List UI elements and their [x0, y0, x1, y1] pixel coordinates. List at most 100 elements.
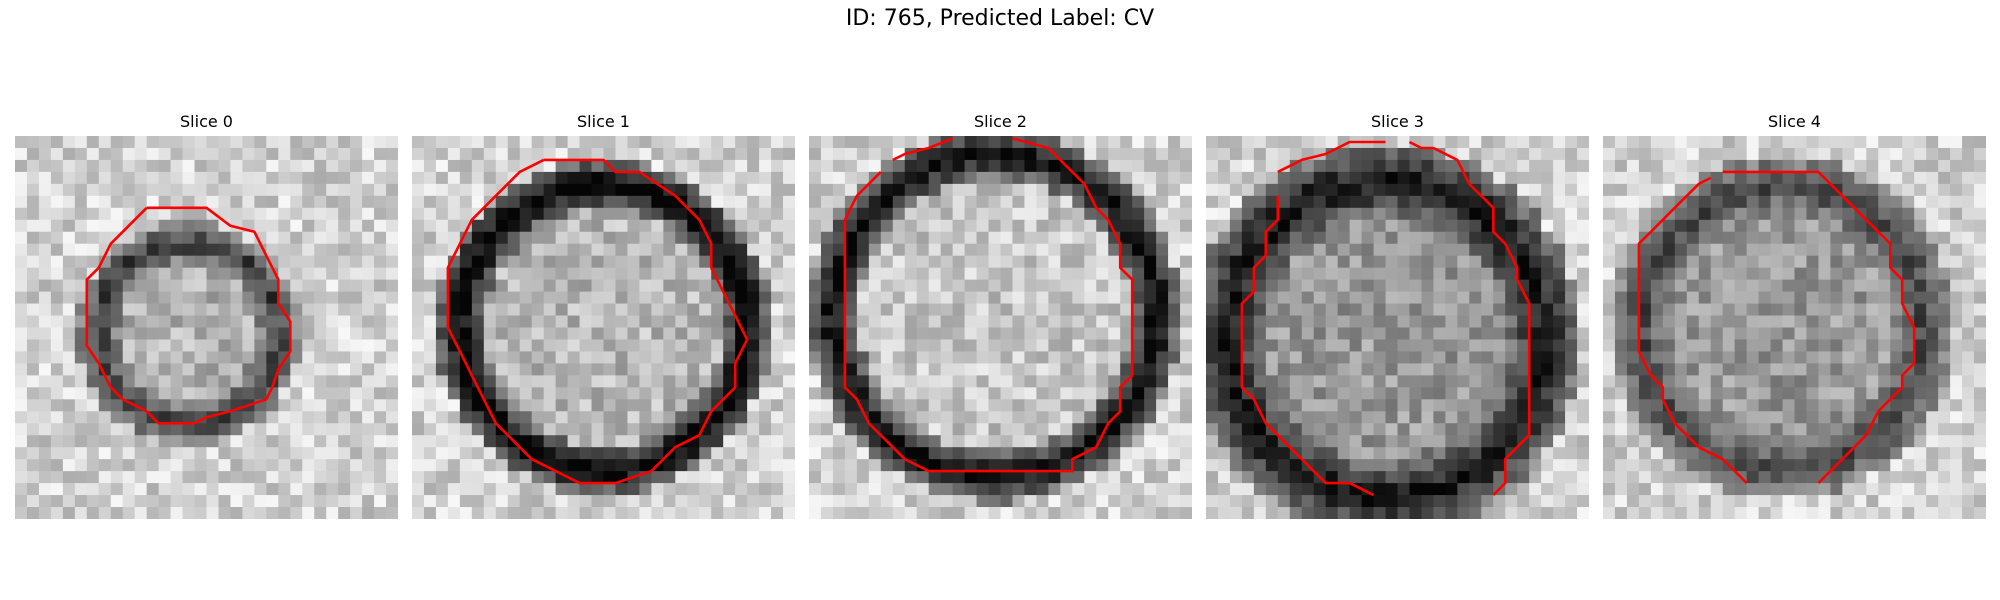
- image-pixel: [1806, 447, 1820, 460]
- image-pixel: [1553, 507, 1566, 519]
- image-pixel: [904, 459, 918, 472]
- image-pixel: [1818, 435, 1832, 448]
- image-pixel: [1505, 375, 1518, 388]
- image-pixel: [1313, 351, 1327, 365]
- image-pixel: [1349, 435, 1363, 448]
- image-pixel: [1746, 267, 1760, 281]
- image-pixel: [579, 327, 593, 341]
- image-pixel: [194, 291, 208, 305]
- image-pixel: [1866, 255, 1879, 269]
- image-pixel: [663, 471, 676, 484]
- image-pixel: [146, 351, 160, 365]
- image-pixel: [326, 147, 339, 161]
- image-pixel: [62, 375, 76, 388]
- image-pixel: [555, 195, 569, 209]
- image-pixel: [1603, 159, 1616, 173]
- image-pixel: [362, 279, 375, 293]
- image-pixel: [1577, 483, 1589, 496]
- image-pixel: [230, 279, 244, 293]
- image-pixel: [350, 375, 363, 388]
- image-pixel: [904, 279, 918, 293]
- image-pixel: [302, 471, 315, 484]
- image-pixel: [687, 219, 700, 233]
- image-pixel: [1180, 195, 1192, 209]
- image-pixel: [86, 219, 100, 233]
- image-pixel: [699, 136, 712, 149]
- image-pixel: [940, 459, 954, 472]
- image-pixel: [38, 435, 52, 448]
- image-pixel: [1710, 327, 1724, 341]
- image-pixel: [266, 243, 279, 257]
- image-pixel: [519, 315, 533, 329]
- image-pixel: [1938, 159, 1951, 173]
- image-pixel: [639, 483, 652, 496]
- image-pixel: [471, 447, 485, 460]
- image-pixel: [1060, 303, 1073, 317]
- image-pixel: [110, 399, 124, 412]
- image-pixel: [1806, 147, 1820, 161]
- image-pixel: [1938, 255, 1951, 269]
- image-pixel: [459, 375, 473, 388]
- image-pixel: [735, 171, 748, 185]
- image-pixel: [1469, 399, 1482, 412]
- image-pixel: [1337, 243, 1351, 257]
- image-pixel: [1782, 219, 1796, 233]
- image-pixel: [206, 387, 220, 400]
- image-pixel: [747, 147, 760, 161]
- image-pixel: [1289, 267, 1303, 281]
- image-pixel: [338, 255, 351, 269]
- image-pixel: [1638, 195, 1652, 209]
- image-pixel: [964, 495, 978, 508]
- image-pixel: [1313, 183, 1327, 197]
- image-pixel: [412, 147, 425, 161]
- image-pixel: [278, 399, 291, 412]
- image-pixel: [1241, 279, 1255, 293]
- image-pixel: [1325, 435, 1339, 448]
- image-pixel: [1337, 435, 1351, 448]
- image-pixel: [1698, 136, 1712, 149]
- image-pixel: [146, 183, 160, 197]
- slice-image: [412, 136, 795, 519]
- image-pixel: [832, 183, 846, 197]
- image-pixel: [1337, 219, 1351, 233]
- image-pixel: [1553, 339, 1566, 353]
- image-pixel: [1950, 399, 1963, 412]
- image-pixel: [62, 327, 76, 341]
- image-pixel: [50, 159, 64, 173]
- image-pixel: [1878, 315, 1891, 329]
- image-pixel: [158, 171, 172, 185]
- image-pixel: [218, 279, 232, 293]
- image-pixel: [146, 375, 160, 388]
- image-pixel: [1457, 303, 1470, 317]
- image-pixel: [1277, 327, 1291, 341]
- image-pixel: [1902, 303, 1915, 317]
- image-pixel: [374, 363, 387, 376]
- image-pixel: [1385, 423, 1399, 436]
- image-pixel: [1277, 136, 1291, 149]
- image-pixel: [627, 399, 641, 412]
- image-pixel: [531, 291, 545, 305]
- image-pixel: [1914, 375, 1927, 388]
- image-pixel: [615, 459, 629, 472]
- image-pixel: [675, 207, 688, 221]
- image-pixel: [122, 495, 136, 508]
- image-pixel: [158, 219, 172, 233]
- image-pixel: [1253, 195, 1267, 209]
- image-pixel: [1974, 171, 1986, 185]
- image-pixel: [1048, 339, 1061, 353]
- image-pixel: [435, 291, 449, 305]
- image-pixel: [1457, 471, 1470, 484]
- image-pixel: [1962, 279, 1975, 293]
- image-pixel: [1710, 375, 1724, 388]
- image-pixel: [194, 303, 208, 317]
- image-pixel: [1638, 159, 1652, 173]
- image-pixel: [555, 363, 569, 376]
- image-pixel: [1577, 495, 1589, 508]
- image-pixel: [1710, 435, 1724, 448]
- image-pixel: [1866, 231, 1879, 245]
- image-pixel: [1650, 255, 1664, 269]
- image-pixel: [809, 255, 822, 269]
- image-pixel: [1096, 483, 1109, 496]
- image-pixel: [723, 447, 736, 460]
- image-pixel: [627, 219, 641, 233]
